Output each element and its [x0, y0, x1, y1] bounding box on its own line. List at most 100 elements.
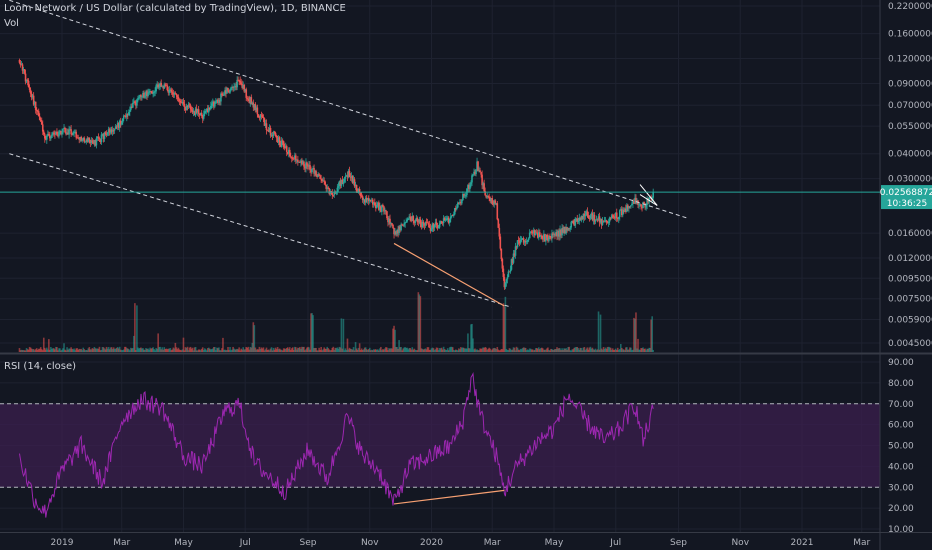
candle-body: [265, 123, 268, 131]
volume-bar: [301, 346, 303, 352]
candle-body: [625, 208, 627, 212]
volume-bar: [268, 350, 271, 352]
candle-body: [354, 184, 357, 187]
candle-body: [580, 216, 583, 221]
candle-body: [81, 139, 84, 141]
candle-body: [543, 234, 545, 240]
candle-body: [534, 232, 537, 236]
candle-body: [100, 134, 103, 143]
candle-body: [275, 135, 278, 138]
volume-bar: [419, 296, 422, 352]
candle-body: [474, 171, 476, 175]
volume-bar: [309, 349, 311, 352]
candle-body: [421, 221, 424, 228]
candle-body: [459, 202, 461, 204]
candle-body: [380, 206, 382, 212]
volume-bar: [641, 348, 643, 352]
candle-body: [267, 130, 270, 133]
candle-body: [417, 221, 420, 223]
candle-body: [102, 134, 105, 139]
volume-bar: [524, 347, 527, 352]
candle-body: [217, 99, 219, 103]
volume-bar: [587, 349, 590, 352]
candle-body: [362, 199, 365, 201]
volume-bar: [106, 348, 109, 352]
candle-body: [590, 213, 593, 216]
candle-body: [585, 211, 588, 215]
volume-bar: [441, 349, 444, 352]
volume-bar: [610, 349, 613, 352]
volume-bar: [42, 337, 45, 352]
candle-body: [539, 232, 541, 237]
candle-body: [195, 108, 198, 113]
candle-body: [77, 137, 79, 139]
volume-bar: [512, 347, 515, 352]
candle-body: [447, 217, 450, 223]
volume-bar: [127, 348, 129, 352]
candle-body: [484, 191, 486, 196]
volume-bar: [304, 350, 306, 352]
candle-body: [270, 135, 273, 137]
volume-bar: [493, 347, 496, 352]
volume-bar: [63, 343, 65, 352]
candle-body: [441, 222, 444, 224]
candle-body: [391, 223, 393, 225]
volume-bar: [351, 349, 354, 352]
candle-body: [372, 202, 375, 205]
volume-bar: [365, 349, 368, 352]
candle-body: [378, 202, 380, 210]
candle-body: [546, 234, 548, 238]
rsi-tick-label: 50.00: [888, 442, 914, 452]
candle-body: [446, 217, 449, 219]
volume-bar: [404, 347, 406, 352]
candle-body: [369, 199, 372, 201]
volume-bar: [453, 350, 456, 352]
candle-body: [154, 91, 156, 93]
volume-bar: [486, 349, 488, 352]
volume-bar: [214, 347, 216, 352]
candle-body: [618, 210, 621, 218]
volume-bar: [652, 349, 654, 352]
candle-body: [642, 201, 644, 209]
candle-body: [376, 205, 378, 209]
candle-body: [277, 137, 280, 143]
candle-body: [72, 132, 74, 135]
candle-body: [485, 195, 487, 198]
volume-bar: [630, 347, 632, 352]
volume-bar: [354, 342, 357, 352]
volume-bar: [287, 348, 290, 352]
candle-body: [511, 259, 514, 263]
candle-body: [127, 114, 129, 116]
volume-bar: [172, 347, 175, 352]
volume-bar: [108, 349, 111, 352]
candle-body: [106, 132, 109, 135]
volume-bar: [100, 349, 103, 352]
price-divergence-line: [393, 242, 505, 307]
candle-body: [103, 132, 106, 139]
candle-body: [409, 216, 412, 218]
volume-bar: [227, 346, 229, 352]
candle-body: [309, 165, 311, 171]
candle-body: [229, 89, 231, 93]
candle-body: [36, 111, 39, 112]
volume-bar: [517, 349, 520, 352]
volume-bar: [336, 347, 339, 352]
volume-bar: [27, 349, 30, 352]
candle-body: [320, 178, 322, 180]
volume-bar: [554, 349, 556, 352]
volume-bar: [644, 348, 646, 352]
volume-bar: [496, 346, 499, 352]
volume-bar: [315, 347, 317, 352]
volume-bar: [121, 350, 124, 352]
candle-body: [204, 111, 207, 112]
volume-bar: [366, 349, 369, 352]
candle-body: [282, 141, 285, 148]
volume-bar: [40, 349, 43, 352]
volume-bar: [295, 347, 297, 352]
volume-bar: [280, 349, 283, 352]
candle-body: [302, 161, 304, 165]
volume-bar: [390, 348, 392, 352]
candle-body: [321, 179, 323, 182]
candle-body: [431, 223, 434, 230]
